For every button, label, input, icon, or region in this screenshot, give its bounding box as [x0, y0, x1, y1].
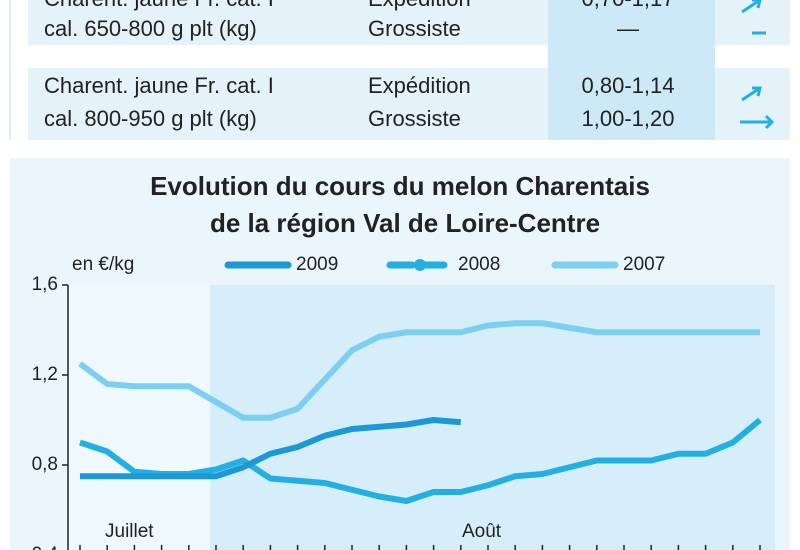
august-region: [210, 285, 775, 550]
series-line: [80, 417, 462, 480]
cell: Charent. jaune Fr. cat. I: [44, 0, 274, 11]
row-gap: [28, 45, 548, 68]
y-tick-label: 1,6: [32, 274, 58, 295]
y-tick-label: 0,4: [32, 544, 59, 550]
month-label: Juillet: [105, 521, 154, 542]
cell: 0,70-1,17: [582, 0, 675, 11]
cell: Grossiste: [368, 16, 461, 41]
trend-icons: [740, 0, 775, 130]
legend-label: 2008: [458, 254, 500, 275]
cell: Expédition: [368, 73, 471, 98]
cell: Charent. jaune Fr. cat. I: [44, 73, 274, 98]
cell: cal. 650-800 g plt (kg): [44, 16, 257, 41]
month-label: Août: [462, 521, 502, 542]
y-tick-label: 0,8: [32, 454, 58, 475]
legend-label: 2009: [296, 254, 338, 275]
cell: Expédition: [368, 0, 471, 11]
cell: 0,80-1,14: [582, 73, 675, 98]
legend-label: 2007: [623, 254, 665, 275]
row-gap: [715, 45, 790, 68]
cell: Grossiste: [368, 106, 461, 131]
y-axis-label: en €/kg: [72, 254, 134, 275]
series-line: [78, 320, 760, 421]
july-region: [68, 285, 210, 550]
legend-dot: [414, 259, 426, 271]
y-tick-label: 1,2: [32, 364, 58, 385]
chart-title: Evolution du cours du melon Charentais: [150, 171, 650, 201]
cell: 1,00-1,20: [582, 106, 675, 131]
cell: cal. 800-950 g plt (kg): [44, 106, 257, 131]
cell: —: [617, 16, 639, 41]
price-column-bg: [548, 0, 715, 140]
chart-title: de la région Val de Loire-Centre: [210, 208, 600, 238]
